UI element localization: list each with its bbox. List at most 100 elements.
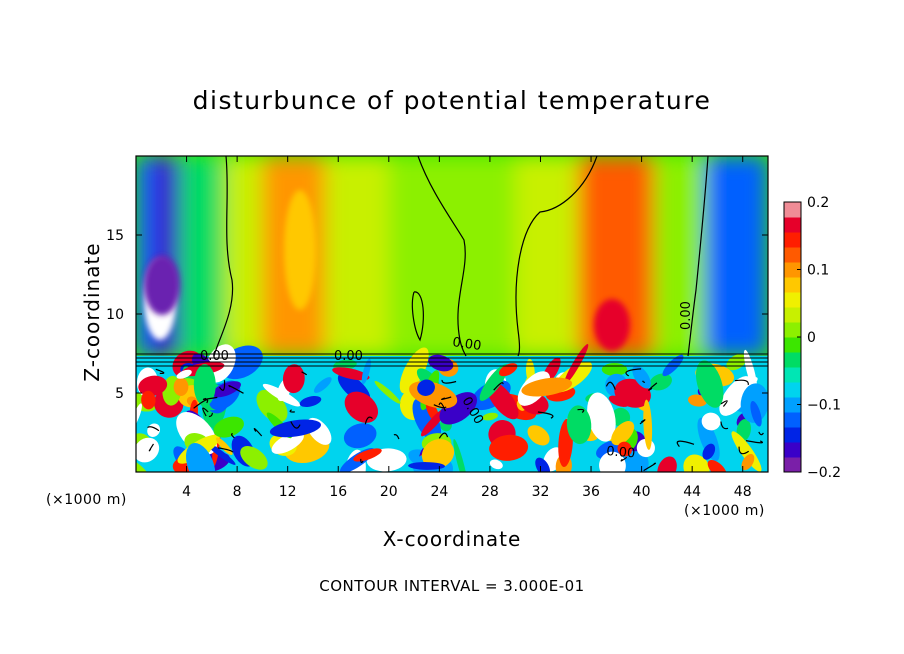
contour-label: 0.00 [606,444,636,461]
upper-region-5 [325,156,389,356]
heatmap-field: 0.000.000.000.000.000.00 [136,156,768,472]
x-tick-label: 12 [279,484,297,500]
colorbar-swatch [784,277,801,293]
turbulence-patch [746,377,758,387]
x-unit-right: (×1000 m) [684,503,765,519]
x-tick-label: 20 [380,484,398,500]
colorbar-swatch [784,322,801,338]
turbulence-patch [489,459,503,470]
colorbar-swatch [784,442,801,458]
turbulence-patch [240,446,268,470]
turbulence-patch [521,377,573,397]
colorbar-tick-label: 0.2 [807,195,829,211]
turbulence-patch [719,376,753,416]
colorbar-swatch [784,337,801,353]
upper-region-3 [224,156,263,356]
x-tick-label: 48 [734,484,752,500]
x-tick-label: 40 [633,484,651,500]
turbulence-patch [176,369,192,379]
y-axis-label: Z-coordinate [80,242,104,382]
x-tick-label: 8 [233,484,242,500]
upper-layer-regions [136,156,768,356]
turbulence-patch [213,416,244,438]
turbulence-patch [482,412,498,421]
red-patch [594,299,630,351]
colorbar-swatch [784,457,801,473]
purple-patch [144,255,180,315]
upper-region-7 [515,156,579,356]
turbulence-patch [489,434,529,461]
turbulence-patch [617,441,632,457]
x-tick-label: 36 [582,484,600,500]
x-tick-label: 28 [481,484,499,500]
turbulence-patch [412,398,442,442]
x-tick-label: 32 [532,484,550,500]
colorbar-swatch [784,232,801,248]
turbulence-patch [374,380,401,404]
orange-patch [284,190,316,310]
turbulence-patch [599,451,626,472]
contour-interval-note: CONTOUR INTERVAL = 3.000E-01 [319,577,585,595]
turbulence-patch [193,364,216,406]
colorbar-swatch [784,307,801,323]
upper-region-2 [180,156,225,356]
turbulence-patch [662,354,684,377]
turbulence-patch [701,412,721,431]
turbulence-patch [611,421,635,446]
turbulence-patch [421,439,455,469]
turbulence-patch [138,375,168,396]
turbulence-patch [587,392,616,442]
x-tick-label: 16 [329,484,347,500]
x-tick-label: 4 [182,484,191,500]
contour-lines [136,156,768,472]
turbulence-patch [527,425,550,446]
colorbar-swatch [784,292,801,308]
contour-label: 0.00 [451,335,482,354]
y-axis-ticks: 5 10 15 [106,228,768,402]
colorbar-swatch [784,202,801,218]
turbulence-patch [657,456,677,472]
colorbar-swatch [784,247,801,263]
turbulence-patch [344,391,379,423]
turbulence-patch [695,360,724,408]
turbulence-patch [313,377,332,393]
turbulence-patch [212,381,241,398]
turbulence-patch [649,373,672,391]
colorbar-swatch [784,262,801,278]
turbulence-patch [353,448,382,462]
contour-label: 0.00 [200,349,229,364]
turbulence-patch [399,347,429,394]
chart-title: disturbunce of potential temperature [192,86,712,115]
turbulence-patch [683,454,710,472]
turbulence-patch [566,405,592,445]
turbulence-patch [618,448,649,472]
upper-region-10 [704,156,768,356]
y-tick-label: 10 [106,307,124,323]
turbulence-patch [299,396,322,407]
turbulence-patch [408,462,446,470]
x-tick-label: 44 [683,484,701,500]
turbulence-patch [453,438,468,472]
x-axis-ticks: 4 8 12 16 20 24 28 32 36 40 44 48 [182,156,752,500]
colorbar-tick-label: 0.1 [807,263,829,279]
turbulence-patch [601,363,628,376]
colorbar-swatch [784,352,801,368]
turbulence-patch [741,453,755,471]
y-tick-label: 15 [106,228,124,244]
turbulence-patch [141,390,156,410]
x-tick-label: 24 [430,484,448,500]
y-tick-label: 5 [115,386,124,402]
colorbar: 0.2 0.1 0 −0.1 −0.2 [783,195,841,481]
contour-label: 0.00 [334,349,363,364]
colorbar-swatch [784,427,801,443]
colorbar-swatch [784,397,801,413]
turbulence-patch [271,431,304,454]
turbulence-patch [688,394,707,407]
colorbar-swatch [784,217,801,233]
turbulence-patch [731,431,762,472]
contour-label: 0.00 [679,301,694,330]
turbulence-patch [702,443,716,460]
colorbar-tick-label: 0 [807,330,816,346]
